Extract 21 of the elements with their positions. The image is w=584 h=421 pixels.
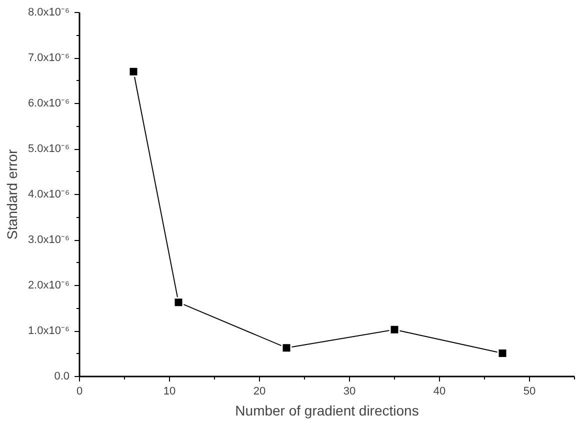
y-tick-label: 0.0: [54, 370, 70, 382]
point: [389, 324, 400, 335]
y-tick-label: 7.0x10⁻⁶: [28, 52, 70, 64]
y-tick-label: 3.0x10⁻⁶: [28, 234, 70, 246]
x-tick-label: 20: [253, 386, 266, 398]
y-tick-label: 8.0x10⁻⁶: [28, 6, 70, 18]
x-tick-label: 10: [163, 386, 176, 398]
x-tick-label: 30: [343, 386, 356, 398]
x-tick-label: 0: [76, 386, 83, 398]
y-tick-label: 6.0x10⁻⁶: [28, 98, 70, 110]
x-tick-label: 50: [523, 386, 536, 398]
point: [128, 66, 139, 77]
y-tick-label: 1.0x10⁻⁶: [28, 325, 70, 337]
x-tick-label: 40: [433, 386, 446, 398]
y-tick-label: 2.0x10⁻⁶: [28, 280, 70, 292]
y-tick-label: 5.0x10⁻⁶: [28, 143, 70, 155]
y-tick-label: 4.0x10⁻⁶: [28, 188, 70, 200]
point: [173, 297, 184, 308]
point: [281, 342, 292, 354]
y-axis-title: Standard error: [4, 149, 20, 240]
x-axis-title: Number of gradient directions: [235, 402, 419, 418]
